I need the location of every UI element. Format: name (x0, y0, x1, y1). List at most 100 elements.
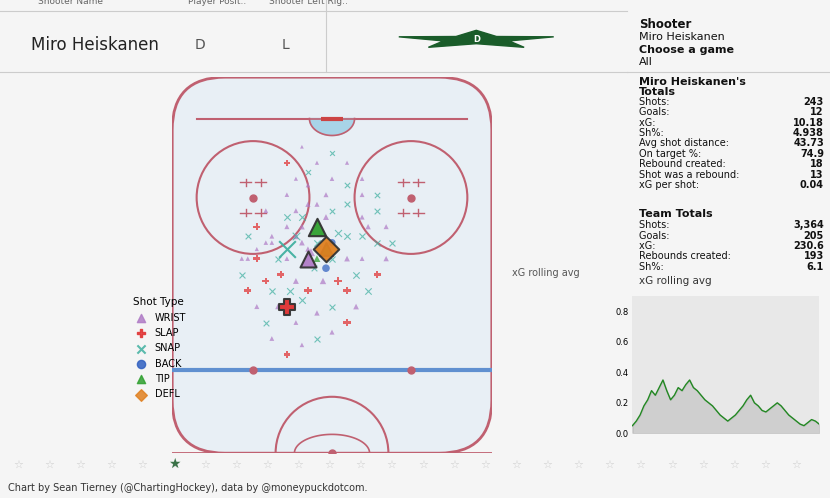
Point (250, 254, 263, 262)
Point (307, 264, 320, 272)
Point (355, 232, 369, 240)
Text: ☆: ☆ (449, 459, 459, 470)
Point (320, 264, 333, 272)
Point (295, 223, 309, 231)
Point (310, 254, 324, 262)
Point (320, 245, 333, 253)
Point (290, 319, 303, 327)
Point (361, 223, 374, 231)
Text: xG:: xG: (639, 118, 658, 127)
Point (310, 200, 324, 208)
Point (301, 168, 315, 176)
Text: Rebounds created:: Rebounds created: (639, 251, 734, 261)
Text: Avg shot distance:: Avg shot distance: (639, 138, 732, 148)
Point (295, 296, 309, 304)
Text: Goals:: Goals: (639, 231, 672, 241)
Text: ☆: ☆ (262, 459, 272, 470)
Point (355, 213, 369, 221)
Point (370, 239, 383, 247)
Text: Miro Heiskanen's: Miro Heiskanen's (639, 77, 745, 87)
Point (305, 248, 318, 256)
Text: 10.18: 10.18 (793, 118, 824, 127)
Text: Shot was a rebound:: Shot was a rebound: (639, 170, 742, 180)
Text: On target %:: On target %: (639, 149, 704, 159)
Text: xG per shot:: xG per shot: (639, 180, 702, 190)
Point (325, 149, 339, 157)
Text: 0.04: 0.04 (800, 180, 824, 190)
Point (250, 223, 263, 231)
Point (325, 303, 339, 311)
Text: ☆: ☆ (200, 459, 210, 470)
Text: ☆: ☆ (138, 459, 148, 470)
Point (281, 303, 294, 311)
Text: Sh%:: Sh%: (639, 128, 666, 138)
Text: Chart by Sean Tierney (@ChartingHockey), data by @moneypuckdotcom.: Chart by Sean Tierney (@ChartingHockey),… (8, 483, 368, 493)
Point (340, 232, 354, 240)
Point (320, 213, 333, 221)
Text: ☆: ☆ (574, 459, 583, 470)
Text: ☆: ☆ (729, 459, 740, 470)
Text: ☆: ☆ (293, 459, 304, 470)
Text: ☆: ☆ (325, 459, 334, 470)
Text: ☆: ☆ (698, 459, 708, 470)
Text: ☆: ☆ (480, 459, 491, 470)
Text: ☆: ☆ (666, 459, 677, 470)
Point (301, 254, 315, 262)
Point (295, 341, 309, 349)
Point (242, 232, 255, 240)
Point (310, 335, 324, 343)
Text: xG rolling avg: xG rolling avg (639, 276, 711, 286)
Point (316, 277, 330, 285)
Point (301, 200, 315, 208)
Point (331, 229, 344, 237)
Point (281, 254, 294, 262)
Point (242, 254, 255, 262)
Text: 43.73: 43.73 (793, 138, 824, 148)
Point (250, 303, 263, 311)
Point (385, 239, 398, 247)
Text: ☆: ☆ (791, 459, 802, 470)
Text: 230.6: 230.6 (793, 241, 824, 251)
Text: 205: 205 (803, 231, 824, 241)
Point (290, 207, 303, 215)
Point (271, 254, 285, 262)
Point (325, 328, 339, 336)
Polygon shape (310, 119, 354, 135)
Text: ☆: ☆ (511, 459, 521, 470)
Text: 243: 243 (803, 97, 824, 107)
Point (340, 286, 354, 294)
Text: 193: 193 (803, 251, 824, 261)
Text: xG rolling avg: xG rolling avg (512, 268, 580, 278)
Text: ☆: ☆ (13, 459, 23, 470)
Text: Team Totals: Team Totals (639, 209, 712, 219)
Text: Miro Heiskanen: Miro Heiskanen (32, 36, 159, 54)
Point (290, 232, 303, 240)
Text: All: All (639, 57, 652, 67)
Polygon shape (398, 30, 554, 47)
Text: Shots:: Shots: (639, 220, 672, 230)
Point (325, 254, 339, 262)
Point (340, 200, 354, 208)
Text: Player Posit..: Player Posit.. (188, 0, 247, 6)
Text: ☆: ☆ (604, 459, 615, 470)
Point (295, 143, 309, 151)
Text: 13: 13 (810, 170, 824, 180)
Text: ☆: ☆ (106, 459, 117, 470)
Text: L: L (282, 38, 290, 52)
Point (325, 239, 339, 247)
Text: 3,364: 3,364 (793, 220, 824, 230)
Point (295, 239, 309, 247)
Text: Rebound created:: Rebound created: (639, 159, 729, 169)
Point (274, 270, 287, 278)
Text: ☆: ☆ (231, 459, 242, 470)
Point (242, 286, 255, 294)
Point (340, 181, 354, 189)
Text: ☆: ☆ (542, 459, 553, 470)
Point (266, 335, 279, 343)
Point (301, 286, 315, 294)
Text: ☆: ☆ (417, 459, 428, 470)
Point (290, 277, 303, 285)
Point (340, 254, 354, 262)
Point (281, 351, 294, 359)
Text: Choose a game: Choose a game (639, 45, 734, 55)
